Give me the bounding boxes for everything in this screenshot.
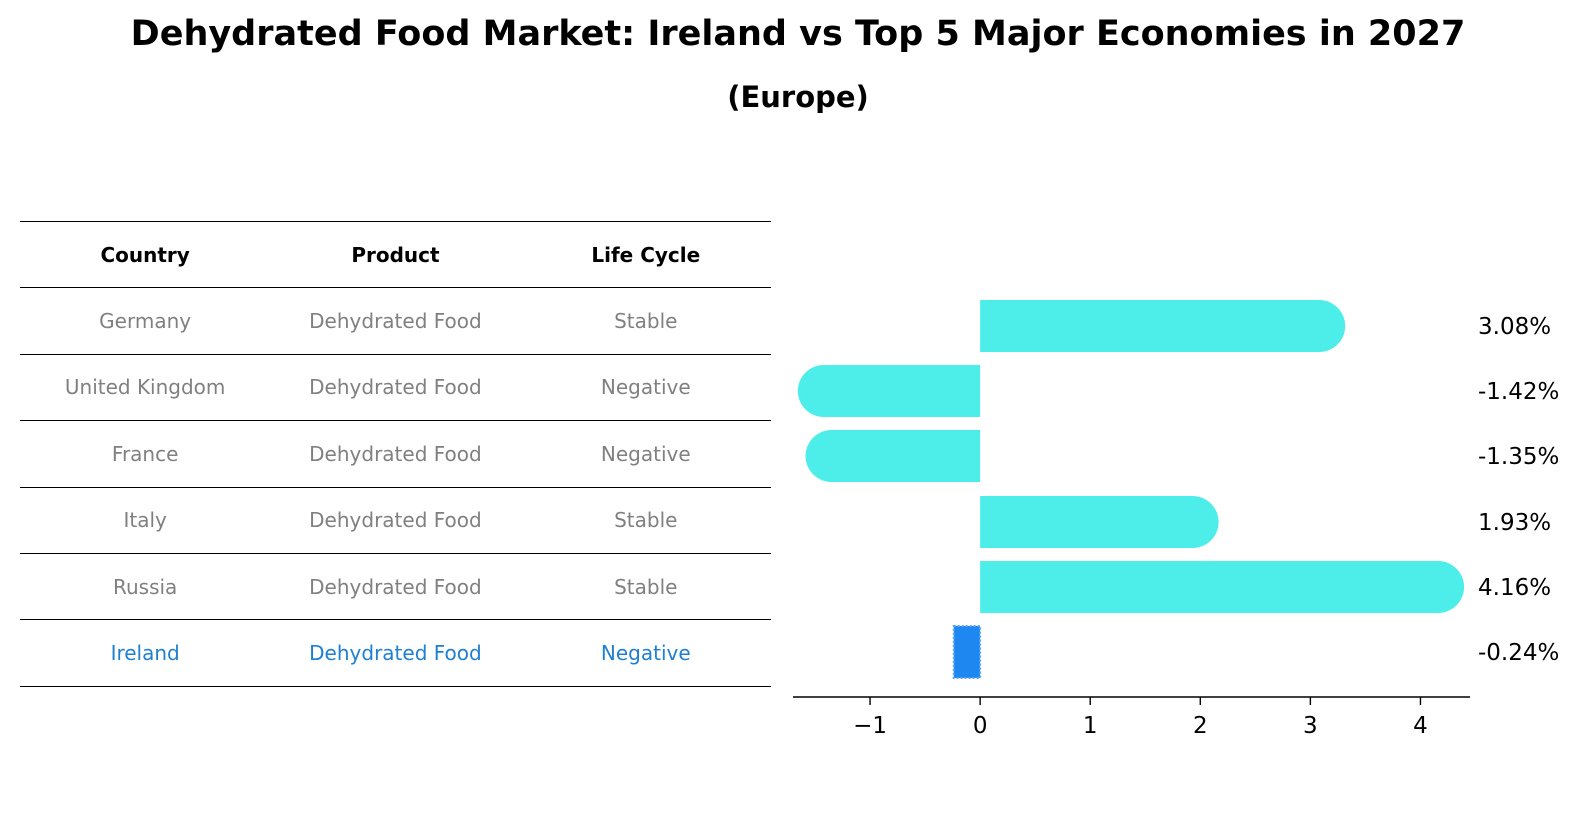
bar [980, 561, 1439, 613]
cell-product: Dehydrated Food [270, 553, 521, 621]
data-label: 4.16% [1478, 575, 1551, 601]
cell-country: Germany [20, 287, 271, 355]
table-row: Germany Dehydrated Food Stable [20, 287, 771, 355]
cell-life-cycle: Stable [520, 553, 771, 621]
x-tick-label: 2 [1193, 713, 1208, 739]
chart-subtitle: (Europe) [727, 80, 869, 114]
x-tick-label: 0 [973, 713, 988, 739]
x-tick-label: −1 [853, 713, 887, 739]
cell-product: Dehydrated Food [270, 354, 521, 422]
data-label: 3.08% [1478, 314, 1551, 340]
bar-cap [1166, 496, 1219, 548]
data-label: -1.35% [1478, 444, 1559, 470]
cell-product: Dehydrated Food [270, 619, 521, 687]
cell-life-cycle: Negative [520, 420, 771, 488]
cell-country: Italy [20, 487, 271, 554]
cell-life-cycle: Stable [520, 287, 771, 355]
cell-country: Ireland [20, 619, 271, 687]
cell-country: Russia [20, 553, 271, 621]
table-row: Italy Dehydrated Food Stable [20, 487, 771, 554]
header-country: Country [20, 220, 271, 289]
market-table: Country Product Life Cycle Germany Dehyd… [20, 220, 771, 687]
data-label: 1.93% [1478, 510, 1551, 536]
cell-life-cycle: Negative [520, 619, 771, 687]
chart-title: Dehydrated Food Market: Ireland vs Top 5… [130, 14, 1466, 54]
bar-cap [805, 430, 858, 482]
cell-product: Dehydrated Food [270, 487, 521, 554]
data-label: -1.42% [1478, 379, 1559, 405]
bar-cap [797, 365, 850, 417]
bar [980, 300, 1320, 352]
table-row: Russia Dehydrated Food Stable [20, 553, 771, 621]
bar-highlight [952, 625, 982, 679]
cell-country: France [20, 420, 271, 488]
table-row-highlighted: Ireland Dehydrated Food Negative [20, 619, 771, 687]
header-life-cycle: Life Cycle [520, 220, 771, 289]
table-row: United Kingdom Dehydrated Food Negative [20, 354, 771, 422]
bar-cap [1412, 561, 1465, 613]
cell-product: Dehydrated Food [270, 420, 521, 488]
table-row: France Dehydrated Food Negative [20, 420, 771, 488]
x-tick-label: 1 [1083, 713, 1098, 739]
data-label: -0.24% [1478, 640, 1559, 666]
header-product: Product [270, 220, 521, 289]
cell-country: United Kingdom [20, 354, 271, 422]
bar [980, 496, 1193, 548]
bar [823, 365, 981, 417]
x-tick-label: 3 [1303, 713, 1318, 739]
x-tick-label: 4 [1413, 713, 1428, 739]
cell-product: Dehydrated Food [270, 287, 521, 355]
table-header-row: Country Product Life Cycle [20, 220, 771, 289]
bar-cap [1293, 300, 1346, 352]
cell-life-cycle: Stable [520, 487, 771, 554]
cell-life-cycle: Negative [520, 354, 771, 422]
